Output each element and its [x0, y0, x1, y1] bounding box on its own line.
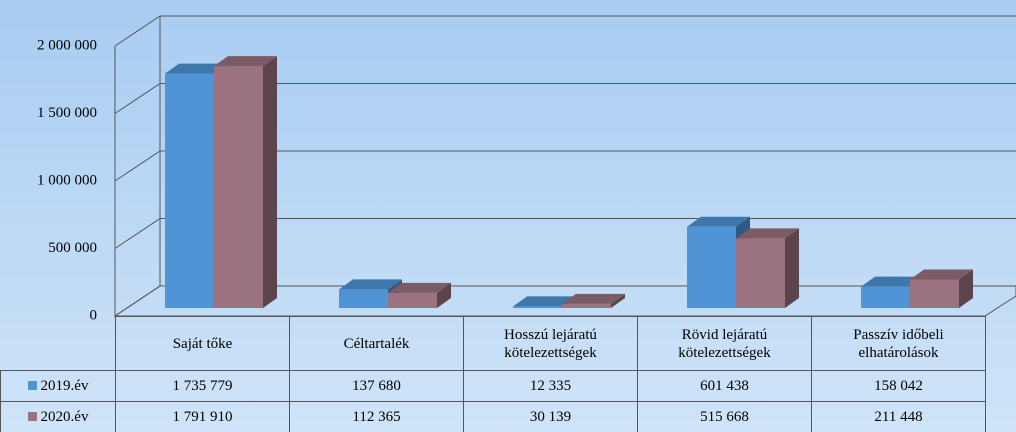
bar-face [339, 289, 388, 308]
bar-face [388, 292, 437, 308]
y-tick-label: 1 000 000 [37, 172, 97, 188]
bar [562, 293, 625, 308]
legend-label: 2019.év [40, 378, 89, 394]
table-row: Saját tőke Céltartalék Hosszú lejáratú köt… [1, 316, 986, 371]
bar-face [513, 306, 562, 308]
bar-face [687, 216, 750, 227]
bar-face [959, 269, 973, 308]
category-label: Hosszú lejáratú kötelezettségek [463, 316, 638, 371]
y-tick-label: 1 500 000 [37, 105, 97, 121]
bar-face [910, 269, 973, 280]
bar-face [388, 282, 451, 293]
legend-label: 2020.év [40, 409, 89, 425]
value-label: 112 365 [289, 401, 464, 432]
bar-face [437, 282, 451, 308]
y-tick-label: 500 000 [48, 240, 97, 256]
data-table: Saját tőke Céltartalék Hosszú lejáratú köt… [0, 316, 986, 432]
table-row: 2020.év 1 791 910 112 365 30 139 515 668 211 … [0, 401, 986, 432]
y-tick-label: 2 000 000 [37, 37, 97, 53]
value-label: 211 448 [811, 401, 986, 432]
value-label: 137 680 [289, 370, 464, 402]
bar-face [513, 296, 576, 307]
value-label: 1 791 910 [115, 401, 290, 432]
bar-face [263, 56, 277, 309]
value-label: 1 735 779 [115, 370, 290, 402]
value-label: 515 668 [637, 401, 812, 432]
grid-line [114, 83, 1016, 114]
bar-face [562, 293, 625, 304]
bar-face [861, 276, 924, 287]
legend-entry: 2019.év [0, 370, 116, 402]
bar-face [910, 279, 959, 308]
bar [910, 269, 973, 308]
category-label: Passzív időbeli elhatárolások [811, 316, 986, 371]
value-label: 12 335 [463, 370, 638, 402]
grid-line [114, 150, 1016, 182]
category-label: Rövid lejáratú kötelezettségek [637, 316, 812, 371]
legend-key [27, 412, 37, 421]
value-label: 30 139 [463, 401, 638, 432]
category-label: Céltartalék [289, 316, 464, 371]
bar [388, 282, 451, 308]
legend-entry: 2020.év [0, 401, 116, 432]
table-row: 2019.év 1 735 779 137 680 12 335 601 438 158 … [0, 370, 986, 402]
bar-face [339, 279, 402, 290]
bar-face [687, 226, 736, 308]
bar [736, 228, 799, 308]
bar-face [165, 63, 228, 74]
bar-face [611, 293, 625, 308]
bar [214, 56, 277, 309]
bar-face [736, 238, 785, 308]
grid-line [114, 15, 1016, 47]
bar-face [785, 228, 799, 308]
bar-face [165, 73, 214, 309]
value-label: 601 438 [637, 370, 812, 402]
bar-face [736, 228, 799, 239]
legend-key [27, 381, 37, 390]
category-label: Saját tőke [115, 316, 290, 371]
bar-face [861, 286, 910, 308]
blank [1, 317, 116, 371]
y-tick-label: 0 [90, 307, 98, 323]
bar-face [562, 303, 611, 308]
bar-face [214, 66, 263, 308]
bar-face [214, 56, 277, 67]
value-label: 158 042 [811, 370, 986, 402]
